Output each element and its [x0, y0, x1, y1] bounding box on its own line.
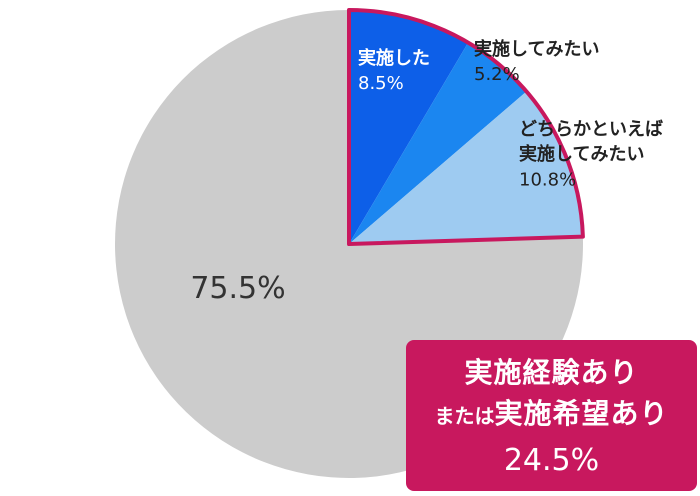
callout-total-value: 24.5% — [503, 443, 600, 478]
slice-value-1: 8.5% — [358, 73, 404, 94]
slice-value-3: 10.8% — [519, 169, 576, 190]
slice-label-3-line-1: どちらかといえば — [519, 119, 663, 140]
callout-line-2-prefix: または — [434, 404, 495, 428]
pie-slice-1 — [349, 10, 469, 244]
pie-slice-3 — [349, 91, 583, 244]
slice-value-4: 75.5% — [190, 271, 285, 306]
callout-line-2-main: 実施希望あり — [494, 397, 669, 430]
slice-label-3-line-2: 実施してみたい — [519, 143, 644, 165]
pie-slice-2 — [349, 42, 527, 244]
callout-line-2: または実施希望あり — [406, 394, 697, 438]
slice-label-2-line-1: 実施してみたい — [474, 38, 599, 60]
summary-callout: 実施経験あり または実施希望あり 24.5% — [406, 340, 697, 491]
slice-label-1-line-1: 実施した — [358, 47, 430, 69]
slice-value-2: 5.2% — [474, 64, 520, 85]
callout-line-1: 実施経験あり — [464, 356, 639, 389]
highlight-outline — [347, 8, 585, 246]
